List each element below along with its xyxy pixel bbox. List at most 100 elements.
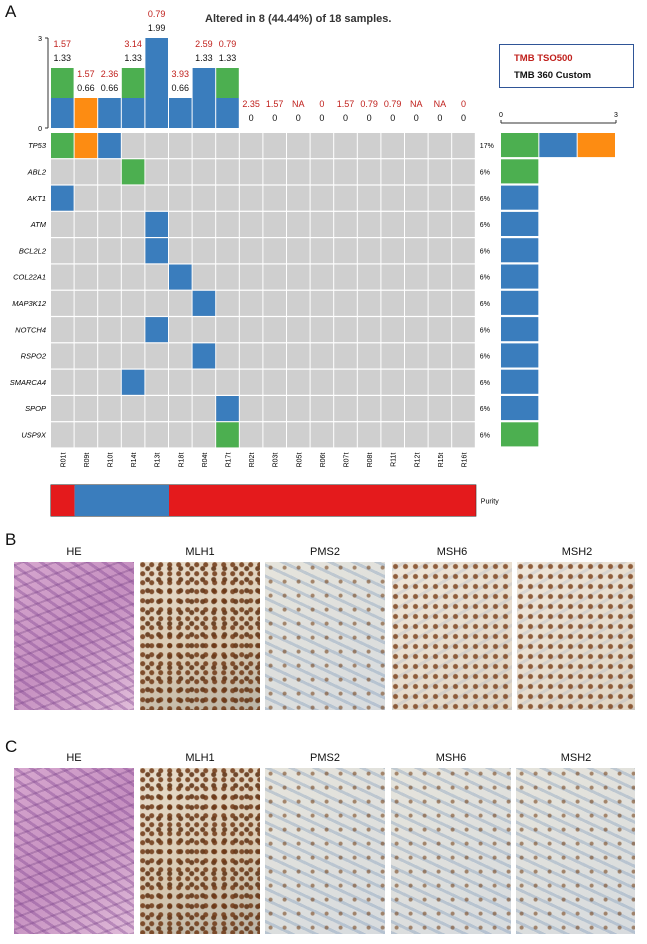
grid-cell (169, 422, 192, 448)
altered-cell (216, 396, 239, 422)
grid-cell (169, 159, 192, 185)
grid-cell (51, 343, 74, 369)
oncoprint-chart: 3 0 1.57 1.33 1.57 0.66 2.36 0.66 3.14 1.33 0.79 1.… (10, 9, 618, 517)
grid-cell (98, 396, 121, 422)
tmb-tso500-value: NA (434, 99, 447, 109)
panel-c-stain-label: MSH2 (560, 752, 592, 764)
sample-label: R07t (344, 453, 351, 468)
grid-cell (239, 211, 263, 237)
tmb-custom-value: 1.33 (124, 53, 142, 63)
grid-cell (74, 185, 98, 211)
grid-cell (263, 264, 286, 290)
top-axis-min-label: 0 (38, 126, 42, 133)
grid-cell (263, 317, 286, 343)
gene-label: TP53 (28, 141, 47, 150)
grid-cell (216, 369, 239, 395)
sample-label: R04t (202, 453, 209, 468)
grid-cell (239, 317, 263, 343)
grid-cell (74, 369, 98, 395)
tmb-custom-value: 0 (414, 113, 419, 123)
sample-label: R01t (60, 453, 67, 468)
tmb-tso500-value: 1.57 (337, 99, 355, 109)
gene-percent: 17% (480, 143, 494, 150)
grid-cell (169, 211, 192, 237)
grid-cell (121, 396, 145, 422)
grid-cell (381, 185, 404, 211)
altered-cell (121, 159, 145, 185)
gene-percent: 6% (480, 406, 490, 413)
gene-percent: 6% (480, 275, 490, 282)
tmb-custom-value: 0 (319, 113, 324, 123)
grid-cell (357, 396, 381, 422)
tmb-tso500-value: 0 (319, 99, 324, 109)
grid-cell (357, 159, 381, 185)
panel-b-ihc-image (392, 562, 512, 710)
grid-cell (405, 159, 428, 185)
side-bar-segment (501, 238, 539, 263)
grid-cell (452, 211, 475, 237)
grid-cell (405, 133, 428, 159)
grid-cell (381, 422, 404, 448)
panel-c-ihc-image (140, 768, 260, 934)
grid-cell (121, 238, 145, 264)
gene-percent: 6% (480, 301, 490, 308)
grid-cell (357, 211, 381, 237)
grid-cell (405, 396, 428, 422)
grid-cell (192, 264, 216, 290)
tmb-custom-value: 0.66 (77, 83, 95, 93)
grid-cell (192, 422, 216, 448)
grid-cell (98, 211, 121, 237)
gene-percent: 6% (480, 248, 490, 255)
grid-cell (51, 369, 74, 395)
grid-cell (51, 317, 74, 343)
panel-c-stain-label: PMS2 (310, 752, 340, 764)
panel-b-ihc-image (140, 562, 260, 710)
oncoprint-title: Altered in 8 (44.44%) of 18 samples. (205, 13, 392, 25)
grid-cell (287, 211, 310, 237)
grid-cell (98, 159, 121, 185)
top-axis-max-label: 3 (38, 36, 42, 43)
sample-label: R03t (273, 453, 280, 468)
sample-label: R05t (296, 453, 303, 468)
panel-c-ihc-image (265, 768, 385, 934)
grid-cell (263, 343, 286, 369)
gene-label: SPOP (25, 404, 46, 413)
panel-b-ihc-image (14, 562, 134, 710)
sample-label: R02t (249, 453, 256, 468)
grid-cell (452, 264, 475, 290)
top-bar-segment (121, 98, 145, 128)
altered-cell (51, 133, 74, 159)
tmb-tso500-value: 3.93 (172, 69, 190, 79)
sample-label: R14t (131, 453, 138, 468)
grid-cell (121, 422, 145, 448)
grid-cell (98, 290, 121, 316)
grid-cell (334, 238, 357, 264)
tmb-custom-value: 0 (367, 113, 372, 123)
grid-cell (216, 238, 239, 264)
grid-cell (452, 238, 475, 264)
grid-cell (169, 290, 192, 316)
grid-cell (263, 369, 286, 395)
gene-percent: 6% (480, 432, 490, 439)
grid-cell (357, 290, 381, 316)
grid-cell (381, 211, 404, 237)
grid-cell (310, 396, 334, 422)
top-bar-segment (216, 68, 239, 98)
grid-cell (428, 133, 452, 159)
top-bar-segment (51, 98, 74, 128)
grid-cell (428, 396, 452, 422)
gene-label: BCL2L2 (19, 246, 47, 255)
tmb-tso500-value: 0.79 (219, 39, 237, 49)
grid-cell (216, 343, 239, 369)
tmb-custom-value: 0 (461, 113, 466, 123)
grid-cell (145, 343, 168, 369)
grid-cell (145, 396, 168, 422)
grid-cell (263, 422, 286, 448)
grid-cell (452, 422, 475, 448)
side-bar-segment (577, 133, 615, 158)
sample-label: R13t (155, 453, 162, 468)
grid-cell (381, 369, 404, 395)
grid-cell (334, 422, 357, 448)
grid-cell (169, 133, 192, 159)
grid-cell (74, 290, 98, 316)
